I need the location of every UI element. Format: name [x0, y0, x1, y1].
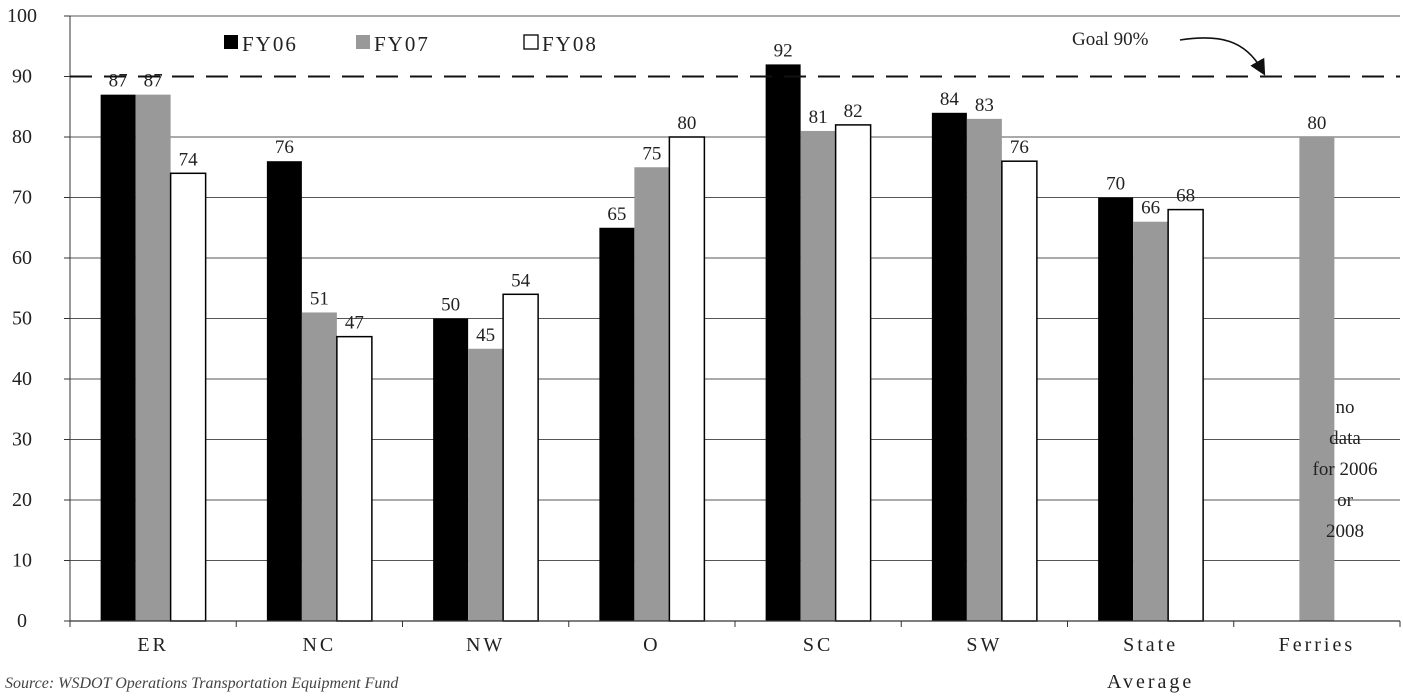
y-tick-label: 10: [12, 550, 32, 572]
bar-fy07: [966, 118, 1002, 621]
y-axis: 0 10 20 30 40 50 60 70 80 90 100: [7, 5, 71, 632]
legend-swatch-fy06: [224, 35, 238, 49]
bar-fy06: [931, 112, 967, 622]
legend-swatch-fy07: [356, 35, 370, 49]
source-note: Source: WSDOT Operations Transportation …: [5, 675, 399, 692]
y-tick-label: 60: [12, 247, 32, 269]
bar-fy06: [100, 94, 136, 621]
bar-fy07: [1133, 221, 1169, 621]
y-tick-label: 70: [12, 187, 32, 209]
bar-fy07: [800, 130, 836, 621]
data-label: 87: [109, 71, 128, 92]
bar-fy07: [634, 167, 670, 621]
bar-fy06: [765, 64, 801, 621]
note-line: 2008: [1326, 521, 1364, 542]
legend-swatch-fy08: [523, 34, 539, 50]
bar-fy06: [266, 161, 302, 621]
data-label: 80: [1307, 113, 1326, 134]
bar-fy08: [502, 293, 539, 622]
data-label: 66: [1141, 198, 1160, 219]
bar-fy07: [135, 94, 171, 621]
bars: [100, 64, 1335, 622]
data-label: 80: [677, 113, 696, 134]
y-tick-label: 50: [12, 308, 32, 330]
y-tick-label: 90: [12, 66, 32, 88]
bar-fy06: [1098, 197, 1134, 621]
x-tick-label: SC: [803, 634, 833, 656]
data-label: 87: [144, 71, 163, 92]
data-label: 82: [844, 101, 863, 122]
bar-fy08: [1001, 160, 1038, 622]
note-line: or: [1337, 490, 1354, 511]
bar-fy07: [468, 348, 504, 621]
x-tick-label: O: [643, 634, 660, 656]
data-label: 45: [476, 325, 495, 346]
x-tick-label: Ferries: [1279, 634, 1356, 656]
ferries-note: no data for 2006 or 2008: [1313, 397, 1378, 542]
goal-arrow: [1179, 37, 1266, 76]
y-tick-label: 20: [12, 489, 32, 511]
data-label: 84: [940, 89, 960, 110]
note-line: data: [1329, 428, 1361, 449]
note-line: no: [1336, 397, 1355, 418]
data-label: 76: [1010, 137, 1029, 158]
data-label: 70: [1106, 174, 1125, 195]
x-tick-label: State: [1123, 634, 1178, 656]
bar-fy06: [433, 318, 469, 621]
y-tick-label: 0: [17, 610, 27, 632]
data-label: 50: [441, 295, 460, 316]
x-axis: ER NC NW O SC SW State Average Ferries: [69, 620, 1401, 693]
bar-fy08: [336, 335, 373, 622]
y-tick-label: 100: [7, 5, 37, 27]
legend-label-fy07: FY07: [374, 32, 430, 56]
y-tick-label: 80: [12, 126, 32, 148]
bar-fy07: [301, 312, 337, 621]
bar-fy08: [668, 136, 706, 622]
data-label: 75: [642, 143, 661, 164]
goal-label: Goal 90%: [1072, 29, 1149, 50]
note-line: for 2006: [1313, 459, 1378, 480]
bar-fy06: [599, 227, 635, 621]
data-label: 68: [1176, 186, 1195, 207]
x-tick-label: NC: [302, 634, 336, 656]
x-tick-label: Average: [1107, 671, 1194, 693]
data-label: 92: [774, 40, 793, 61]
x-tick-label: NW: [466, 634, 505, 656]
x-tick-label: ER: [137, 634, 169, 656]
legend: FY06 FY07 FY08: [224, 32, 598, 56]
y-tick-label: 40: [12, 368, 32, 390]
data-label: 54: [511, 270, 531, 291]
data-labels: 87 87 74 76 51 47 50 45 54 65 75 80 92 81 82 84 83 76 70 66…: [109, 40, 1327, 345]
y-tick-label: 30: [12, 429, 32, 451]
goal-line: Goal 90%: [70, 29, 1400, 78]
data-label: 83: [975, 95, 994, 116]
data-label: 51: [310, 288, 329, 309]
data-label: 74: [179, 149, 199, 170]
bar-fy08: [834, 124, 872, 622]
x-tick-label: SW: [966, 634, 1002, 656]
bar-fy07: [1299, 137, 1335, 621]
data-label: 47: [345, 313, 364, 334]
bar-fy08: [1167, 208, 1204, 622]
data-label: 76: [275, 137, 294, 158]
data-label: 65: [607, 204, 626, 225]
legend-label-fy06: FY06: [242, 32, 298, 56]
bar-fy08: [169, 172, 207, 622]
data-label: 81: [809, 107, 828, 128]
legend-label-fy08: FY08: [542, 32, 598, 56]
